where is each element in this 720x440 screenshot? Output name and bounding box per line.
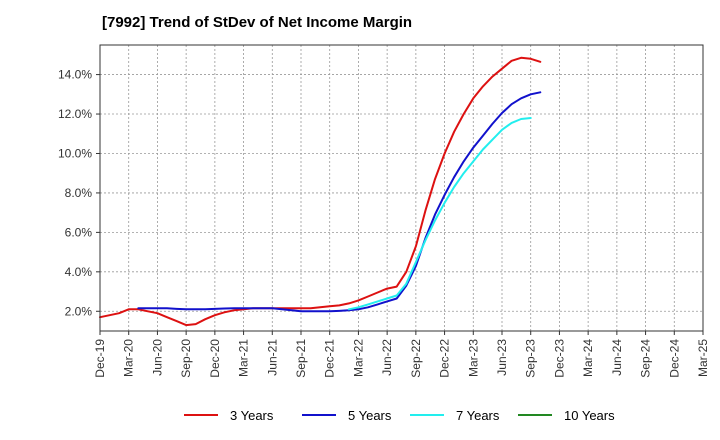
legend-label: 10 Years (564, 407, 615, 423)
y-tick-label: 10.0% (58, 146, 92, 160)
y-tick-label: 6.0% (65, 225, 93, 239)
legend-item-3-years: 3 Years (184, 404, 273, 426)
x-tick-label: Jun-24 (610, 339, 624, 376)
legend-swatch (518, 414, 552, 416)
legend-swatch (184, 414, 218, 416)
y-axis-ticks: 2.0% 4.0% 6.0% 8.0% 10.0% 12.0% 14.0% (58, 68, 100, 318)
x-tick-label: Jun-21 (265, 339, 279, 376)
y-tick-label: 2.0% (65, 304, 93, 318)
series-layer (99, 56, 542, 327)
x-tick-label: Sep-22 (409, 339, 423, 378)
x-tick-label: Dec-21 (323, 339, 337, 378)
legend-label: 3 Years (230, 407, 274, 423)
x-tick-label: Jun-22 (380, 339, 394, 376)
x-tick-label: Sep-20 (179, 339, 193, 378)
legend-item-7-years: 7 Years (410, 404, 499, 426)
legend-label: 5 Years (348, 407, 392, 423)
x-tick-label: Mar-25 (696, 339, 710, 377)
x-tick-label: Dec-19 (93, 339, 107, 378)
x-tick-label: Mar-23 (466, 339, 480, 377)
y-tick-label: 4.0% (65, 265, 93, 279)
y-tick-label: 12.0% (58, 107, 92, 121)
legend-item-10-years: 10 Years (518, 404, 615, 426)
x-tick-label: Mar-24 (581, 339, 595, 377)
x-tick-label: Mar-21 (237, 339, 251, 377)
x-tick-label: Dec-23 (552, 339, 566, 378)
x-tick-label: Jun-23 (495, 339, 509, 376)
legend-swatch (302, 414, 336, 416)
x-tick-label: Mar-22 (351, 339, 365, 377)
y-tick-label: 14.0% (58, 68, 92, 82)
x-tick-label: Sep-24 (639, 339, 653, 378)
y-tick-label: 8.0% (65, 186, 93, 200)
x-tick-label: Jun-20 (150, 339, 164, 376)
legend-label: 7 Years (456, 407, 500, 423)
x-axis-ticks: Dec-19 Mar-20 Jun-20 Sep-20 Dec-20 Mar-21 Jun-… (93, 331, 710, 378)
grid-layer (100, 45, 703, 331)
chart-title: [7992] Trend of StDev of Net Income Marg… (102, 14, 413, 31)
x-tick-label: Sep-23 (524, 339, 538, 378)
plot-frame (99, 44, 704, 332)
legend-swatch (410, 414, 444, 416)
x-tick-label: Sep-21 (294, 339, 308, 378)
legend: 3 Years 5 Years 7 Years 10 Years (0, 404, 720, 426)
series-line-3-years (99, 56, 542, 327)
x-tick-label: Mar-20 (122, 339, 136, 377)
x-tick-label: Dec-24 (667, 339, 681, 378)
series-line-7-years (347, 117, 532, 311)
x-tick-label: Dec-20 (208, 339, 222, 378)
x-tick-label: Dec-22 (438, 339, 452, 378)
series-line-5-years (137, 91, 542, 313)
legend-item-5-years: 5 Years (302, 404, 391, 426)
